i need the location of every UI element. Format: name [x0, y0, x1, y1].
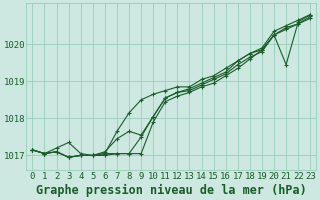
X-axis label: Graphe pression niveau de la mer (hPa): Graphe pression niveau de la mer (hPa)	[36, 183, 307, 197]
